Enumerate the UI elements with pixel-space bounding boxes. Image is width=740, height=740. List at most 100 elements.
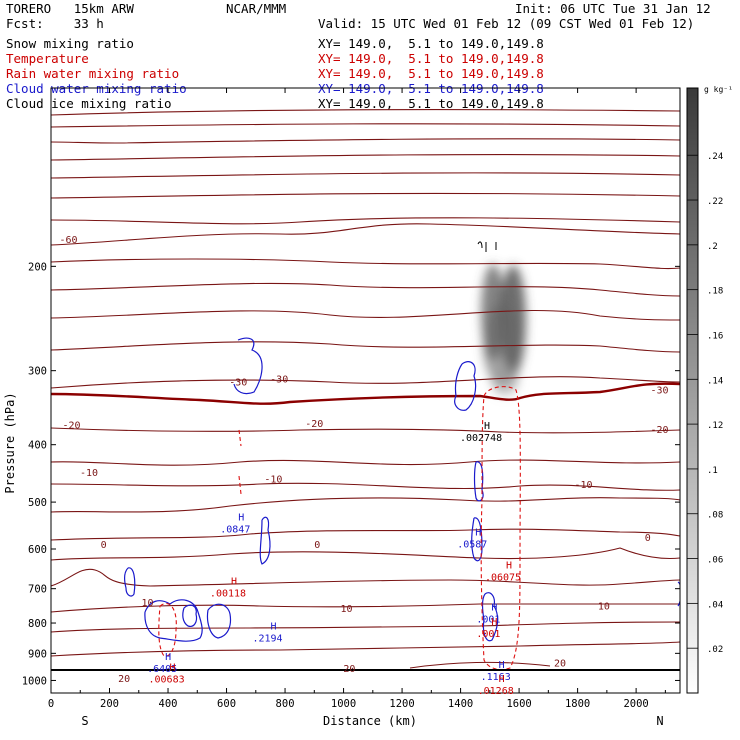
isotherm [51,497,680,513]
x-tick-label: 1000 [331,698,356,710]
valid-time: Valid: 15 UTC Wed 01 Feb 12 (09 CST Wed … [318,16,695,31]
legend-temperature-label: Temperature [6,51,89,66]
isotherm [51,172,680,179]
maximum-marker: H [499,660,505,671]
temperature-label: -30 [650,386,668,397]
cloud-water-contour [259,516,271,565]
isotherm [51,482,680,491]
colorbar-tick-label: .04 [707,600,723,610]
isotherm [51,223,680,246]
temperature-label: -10 [80,468,98,479]
maximum-value: .6405 [147,664,177,675]
cloud-water-contour [206,603,232,639]
colorbar-tick-label: .24 [707,152,723,162]
y-tick-label: 200 [28,261,47,273]
y-tick-label: 600 [28,544,47,556]
colorbar-tick-label: .12 [707,421,723,431]
isotherm [51,568,680,587]
maximum-value: .002748 [460,433,502,444]
x-tick-label: 600 [217,698,236,710]
y-axis-label: Pressure (hPa) [3,392,17,493]
cloud-water-contour [677,581,680,607]
maximum-marker: H [170,663,176,674]
maximum-marker: H [165,652,171,663]
maximum-marker: H [491,603,497,614]
cloud-water-contour [473,461,484,502]
colorbar-tick-label: .06 [707,556,723,566]
maximum-value: .001 [476,615,500,626]
legend-cloud-ice-label: Cloud ice mixing ratio [6,96,172,111]
isotherm [409,661,551,669]
legend-snow-xy: XY= 149.0, 5.1 to 149.0,149.8 [318,36,544,51]
cloud-water-contour [144,599,203,642]
temperature-label: -20 [650,425,668,436]
isotherm [51,153,680,161]
temperature-labels: -60 -30 -30 -30 -20 -20 -20 -10 -10 -10 0 0 0 10 10 10 2… [60,235,669,685]
x-tick-label: 2000 [623,698,648,710]
maximum-value: .0847 [220,525,250,536]
temperature-label: 10 [598,601,610,612]
init-time: Init: 06 UTC Tue 31 Jan 12 [515,1,711,16]
x-tick-label: 1200 [389,698,414,710]
rain-water-contour [480,386,521,671]
temperature-label: -20 [62,421,80,432]
maximum-value: .2194 [252,634,282,645]
legend-snow-label: Snow mixing ratio [6,36,134,51]
x-tick-label: 1800 [565,698,590,710]
isotherm [51,258,680,270]
isotherm [51,109,680,116]
forecast-hour: Fcst: 33 h [6,16,104,31]
maximum-value: .0587 [457,540,487,551]
temperature-label: -30 [229,378,247,389]
isotherm [51,459,680,466]
center-title: NCAR/MMM [226,1,287,16]
maximum-marker: H [231,577,237,588]
colorbar-unit: g kg⁻¹ [704,85,733,94]
rain-water-contour [238,429,242,447]
temperature-label: 0 [645,533,651,544]
colorbar-tick-label: .08 [707,511,723,521]
cloud-water-contour [233,337,263,395]
temperature-label: -30 [270,374,288,385]
temperature-label: -10 [264,474,282,485]
isotherm [51,603,680,613]
maximum-value: .001 [476,629,500,640]
maximum-marker: H [270,622,276,633]
colorbar-tick-label: .2 [707,242,718,252]
model-title: TORERO 15km ARW [6,1,134,16]
isotherm [51,641,680,657]
isotherm [51,282,680,297]
temperature-label: 10 [340,604,352,615]
isotherm [51,123,680,128]
isotherm [51,427,680,434]
maximum-value: .00118 [210,589,246,600]
rain-water-contour [238,475,242,495]
snow-shading [481,264,526,396]
temperature-label: -60 [60,235,78,246]
legend-cloud-ice-xy: XY= 149.0, 5.1 to 149.0,149.8 [318,96,544,111]
temperature-label: 0 [101,540,107,551]
cloud-water-contour [124,567,136,597]
x-tick-label: 200 [100,698,119,710]
south-label: S [81,714,88,728]
snow-contours [477,241,497,252]
colorbar-tick-label: .18 [707,287,723,297]
isotherm [51,376,680,389]
maximum-marker: H [499,674,505,685]
maximum-value: .1163 [481,672,511,683]
temperature-label: 10 [142,598,154,609]
isotherm [51,547,680,561]
colorbar-tick-label: .02 [707,645,723,655]
isotherm [51,341,680,353]
temperature-label: -10 [574,480,592,491]
legend-rain-label: Rain water mixing ratio [6,66,180,81]
maximum-marker: H [484,421,490,432]
isotherm [51,217,680,225]
temperature-label: -20 [305,419,323,430]
maximum-value: .01268 [478,686,514,697]
cloud-water-contour [454,361,477,411]
plot-frame [50,87,681,694]
y-tick-label: 500 [28,497,47,509]
cloud-water-contour [482,592,499,642]
